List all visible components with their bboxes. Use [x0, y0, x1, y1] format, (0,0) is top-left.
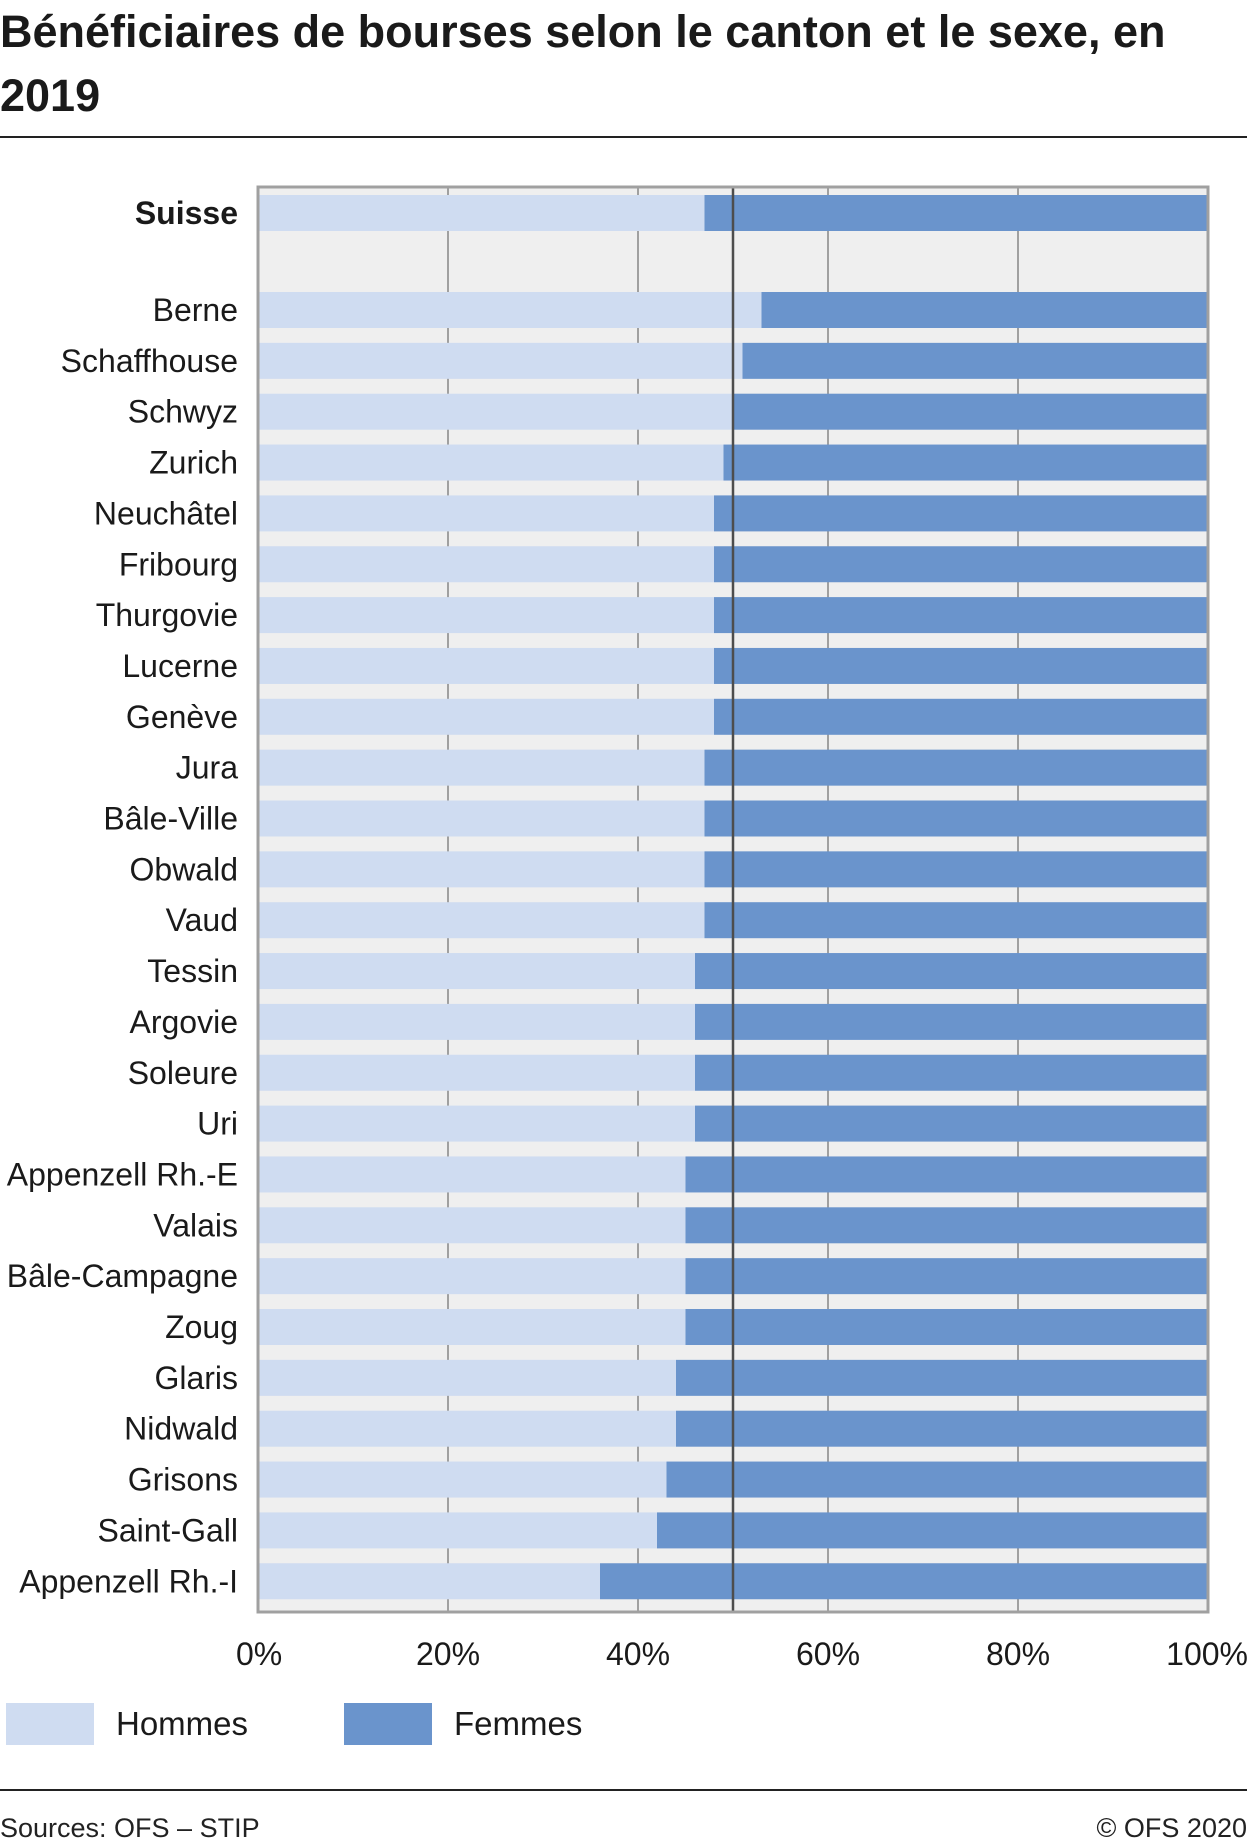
- category-label-suisse: Suisse: [135, 195, 238, 231]
- category-label-geneve: Genève: [126, 699, 238, 735]
- bar-hommes-schwyz: [258, 393, 733, 430]
- category-label-lucerne: Lucerne: [122, 648, 238, 684]
- bar-femmes-geneve: [714, 698, 1208, 735]
- category-label-obwald: Obwald: [130, 851, 239, 887]
- legend-swatch-femmes: [344, 1703, 432, 1745]
- bar-femmes-schwyz: [733, 393, 1208, 430]
- x-tick-label: 40%: [606, 1636, 670, 1672]
- legend-label-femmes: Femmes: [454, 1705, 583, 1742]
- bar-chart: 0% 20% 40% 60% 80% 100% Suisse Berne Schaffhouse…: [7, 185, 1247, 1672]
- category-label-valais: Valais: [153, 1207, 238, 1243]
- category-label-saint-gall: Saint-Gall: [98, 1512, 239, 1548]
- x-tick-label: 0%: [236, 1636, 282, 1672]
- category-label-jura: Jura: [176, 750, 238, 786]
- bar-hommes-neuchatel: [258, 495, 714, 532]
- x-tick-label: 20%: [416, 1636, 480, 1672]
- bar-hommes-zoug: [258, 1309, 686, 1345]
- bar-hommes-tessin: [258, 953, 695, 990]
- bar-hommes-nidwald: [258, 1410, 676, 1447]
- category-label-glaris: Glaris: [154, 1360, 238, 1396]
- bar-hommes-geneve: [258, 698, 714, 735]
- category-label-neuchatel: Neuchâtel: [94, 495, 238, 531]
- bar-femmes-zurich: [723, 444, 1208, 481]
- bar-hommes-glaris: [258, 1359, 676, 1396]
- bar-femmes-uri: [695, 1105, 1208, 1142]
- bar-femmes-saint-gall: [657, 1512, 1208, 1549]
- bar-femmes-lucerne: [714, 647, 1208, 684]
- bar-hommes-appenzell-rh-i: [258, 1563, 600, 1600]
- footer-divider: [0, 1789, 1247, 1791]
- x-tick-label: 60%: [796, 1636, 860, 1672]
- category-label-argovie: Argovie: [130, 1004, 239, 1040]
- bar-femmes-appenzell-rh-e: [685, 1156, 1208, 1193]
- bar-femmes-bale-ville: [704, 800, 1208, 837]
- bar-hommes-bale-campagne: [258, 1258, 686, 1295]
- category-label-grisons: Grisons: [128, 1462, 238, 1498]
- bar-hommes-berne: [258, 292, 762, 328]
- category-label-schaffhouse: Schaffhouse: [61, 343, 238, 379]
- bar-hommes-lucerne: [258, 647, 714, 684]
- category-label-fribourg: Fribourg: [119, 546, 238, 582]
- category-label-berne: Berne: [153, 292, 238, 328]
- bar-hommes-appenzell-rh-e: [258, 1156, 686, 1193]
- bar-femmes-valais: [685, 1207, 1208, 1244]
- x-tick-label: 80%: [986, 1636, 1050, 1672]
- bar-hommes-uri: [258, 1105, 695, 1142]
- bar-hommes-soleure: [258, 1054, 695, 1091]
- bar-femmes-berne: [761, 292, 1208, 328]
- category-label-zurich: Zurich: [149, 445, 238, 481]
- legend-label-hommes: Hommes: [116, 1705, 249, 1742]
- bar-femmes-schaffhouse: [742, 342, 1208, 379]
- bar-femmes-tessin: [695, 953, 1208, 990]
- bar-hommes-jura: [258, 749, 705, 786]
- bar-femmes-soleure: [695, 1054, 1208, 1091]
- category-label-soleure: Soleure: [128, 1055, 238, 1091]
- category-label-nidwald: Nidwald: [124, 1411, 238, 1447]
- category-label-bale-campagne: Bâle-Campagne: [7, 1258, 238, 1294]
- bar-femmes-zoug: [685, 1309, 1208, 1345]
- bar-femmes-fribourg: [714, 546, 1208, 583]
- source-note: Sources: OFS – STIP: [0, 1813, 260, 1843]
- bar-hommes-schaffhouse: [258, 342, 743, 379]
- copyright-note: © OFS 2020: [1096, 1813, 1247, 1843]
- category-label-tessin: Tessin: [147, 953, 238, 989]
- bar-femmes-argovie: [695, 1003, 1208, 1040]
- bar-hommes-fribourg: [258, 546, 714, 583]
- bar-femmes-obwald: [704, 851, 1208, 888]
- legend-swatch-hommes: [6, 1703, 94, 1745]
- bar-hommes-bale-ville: [258, 800, 705, 837]
- bar-femmes-neuchatel: [714, 495, 1208, 532]
- bar-hommes-zurich: [258, 444, 724, 481]
- bar-femmes-nidwald: [676, 1410, 1208, 1447]
- category-label-uri: Uri: [197, 1106, 238, 1142]
- bar-femmes-bale-campagne: [685, 1258, 1208, 1295]
- bar-hommes-obwald: [258, 851, 705, 888]
- bar-hommes-grisons: [258, 1461, 667, 1498]
- bar-femmes-jura: [704, 749, 1208, 786]
- plot-border: [256, 185, 1210, 1614]
- category-label-bale-ville: Bâle-Ville: [103, 801, 238, 837]
- category-label-schwyz: Schwyz: [128, 394, 238, 430]
- category-label-zoug: Zoug: [165, 1309, 238, 1345]
- bar-hommes-suisse: [258, 195, 705, 231]
- chart-title: Bénéficiaires de bourses selon le canton…: [0, 6, 1166, 121]
- category-label-thurgovie: Thurgovie: [96, 597, 238, 633]
- bar-hommes-vaud: [258, 902, 705, 939]
- bar-hommes-thurgovie: [258, 597, 714, 634]
- bar-hommes-argovie: [258, 1003, 695, 1040]
- bar-femmes-vaud: [704, 902, 1208, 939]
- x-tick-label: 100%: [1166, 1636, 1247, 1672]
- category-label-appenzell-rh-e: Appenzell Rh.-E: [7, 1156, 238, 1192]
- bar-hommes-valais: [258, 1207, 686, 1244]
- bar-femmes-grisons: [666, 1461, 1208, 1498]
- bar-femmes-thurgovie: [714, 597, 1208, 634]
- title-divider: [0, 136, 1247, 138]
- category-label-vaud: Vaud: [166, 902, 238, 938]
- bar-femmes-appenzell-rh-i: [600, 1563, 1208, 1600]
- bar-hommes-saint-gall: [258, 1512, 657, 1549]
- bar-femmes-suisse: [704, 195, 1208, 231]
- bar-femmes-glaris: [676, 1359, 1208, 1396]
- category-label-appenzell-rh-i: Appenzell Rh.-I: [19, 1563, 238, 1599]
